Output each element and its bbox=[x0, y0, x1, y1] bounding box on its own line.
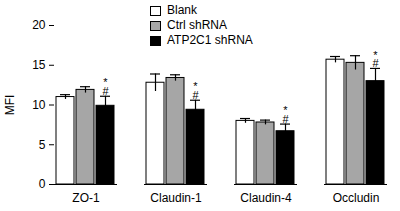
svg-text:Occludin: Occludin bbox=[333, 191, 380, 205]
svg-text:10: 10 bbox=[32, 98, 46, 112]
svg-text:*#: *# bbox=[192, 80, 199, 101]
html-text:Ctrl shRNA: Ctrl shRNA bbox=[167, 18, 227, 32]
svg-text:20: 20 bbox=[32, 18, 46, 32]
svg-text:5: 5 bbox=[39, 138, 46, 152]
svg-text:MFI: MFI bbox=[3, 95, 17, 116]
svg-text:0: 0 bbox=[39, 177, 46, 191]
svg-text:ZO-1: ZO-1 bbox=[72, 191, 100, 205]
svg-text:Claudin-1: Claudin-1 bbox=[150, 191, 202, 205]
html-text:ATP2C1 shRNA: ATP2C1 shRNA bbox=[167, 33, 253, 47]
svg-text:15: 15 bbox=[32, 58, 46, 72]
svg-text:*#: *# bbox=[282, 104, 289, 125]
svg-text:*#: *# bbox=[372, 49, 379, 70]
svg-text:Claudin-4: Claudin-4 bbox=[240, 191, 292, 205]
html-text:Blank: Blank bbox=[167, 3, 197, 17]
svg-text:*#: *# bbox=[102, 76, 109, 97]
